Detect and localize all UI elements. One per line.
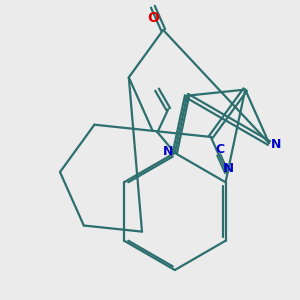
Text: N: N — [163, 145, 173, 158]
Text: C: C — [216, 143, 225, 156]
Text: N: N — [223, 162, 234, 175]
Text: N: N — [270, 138, 281, 151]
Text: O: O — [147, 11, 159, 25]
